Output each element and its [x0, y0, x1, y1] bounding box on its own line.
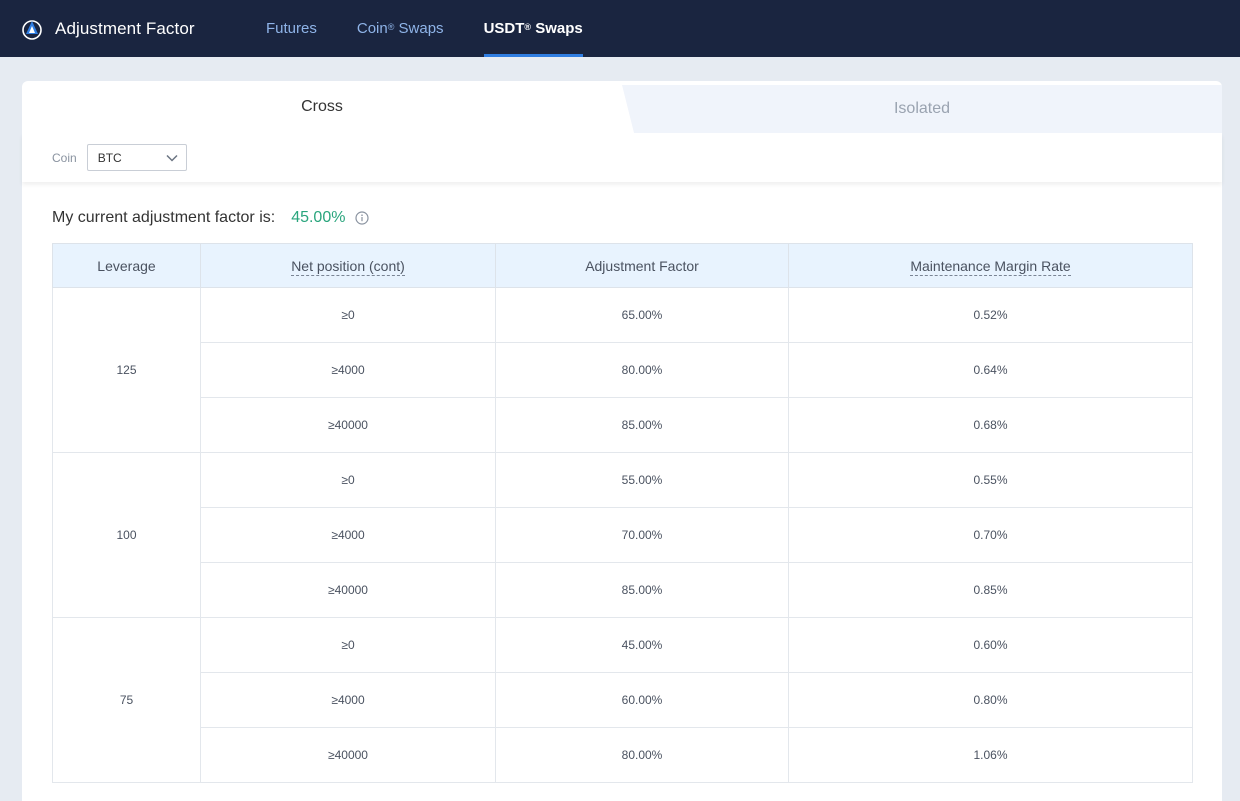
- tab-isolated-label: Isolated: [893, 100, 951, 117]
- header-net-position-label: Net position (cont): [291, 257, 405, 276]
- header-net-position[interactable]: Net position (cont): [200, 243, 496, 288]
- adjustment-factor-cell: 85.00%: [495, 562, 789, 618]
- net-position-cell: ≥0: [200, 452, 496, 508]
- nav-futures[interactable]: Futures: [266, 0, 317, 57]
- mmr-cell: 0.55%: [788, 452, 1193, 508]
- mmr-cell: 0.60%: [788, 617, 1193, 673]
- chevron-down-icon: [166, 154, 178, 162]
- current-factor: My current adjustment factor is: 45.00%: [52, 209, 370, 227]
- adjustment-factor-cell: 70.00%: [495, 507, 789, 563]
- table-row: 100 ≥0 55.00% 0.55%: [52, 452, 1193, 618]
- registered-mark: ®: [387, 21, 395, 32]
- nav-coin-swaps-suffix: Swaps: [394, 20, 444, 37]
- net-position-cell: ≥0: [200, 287, 496, 343]
- header-mmr-label: Maintenance Margin Rate: [910, 257, 1071, 276]
- adjustment-factor-cell: 80.00%: [495, 727, 789, 783]
- nav-coin-swaps[interactable]: Coin ® Swaps: [357, 0, 444, 57]
- header-maintenance-margin-rate[interactable]: Maintenance Margin Rate: [788, 243, 1193, 288]
- net-position-cell: ≥4000: [200, 672, 496, 728]
- tab-cross-label: Cross: [301, 98, 343, 115]
- page-title: Adjustment Factor: [55, 18, 195, 38]
- logo-icon: [22, 19, 42, 40]
- top-bar: Adjustment Factor Futures Coin ® Swaps US…: [0, 0, 1240, 57]
- tab-cross[interactable]: Cross: [22, 81, 622, 133]
- nav-usdt-swaps-label: USDT: [483, 20, 525, 37]
- table-row: ≥40000 85.00% 0.85%: [53, 562, 1193, 618]
- adjustment-table: Leverage Net position (cont) Adjustment …: [52, 243, 1193, 783]
- header-adjustment-factor: Adjustment Factor: [495, 243, 789, 288]
- current-factor-value: 45.00%: [291, 209, 346, 226]
- nav-coin-swaps-label: Coin: [356, 20, 388, 37]
- leverage-cell: 100: [52, 452, 201, 618]
- leverage-cell: 125: [52, 287, 201, 453]
- coin-label: Coin: [52, 150, 77, 165]
- adjustment-factor-cell: 55.00%: [495, 452, 789, 508]
- info-icon[interactable]: [355, 211, 370, 225]
- net-position-cell: ≥0: [200, 617, 496, 673]
- table-row: ≥4000 70.00% 0.70%: [53, 507, 1193, 563]
- nav-usdt-swaps[interactable]: USDT ® Swaps: [483, 0, 583, 57]
- mmr-cell: 0.70%: [788, 507, 1193, 563]
- table-row: 75 ≥0 45.00% 0.60%: [52, 617, 1193, 783]
- header-leverage-label: Leverage: [97, 257, 156, 274]
- mmr-cell: 0.52%: [788, 287, 1193, 343]
- mmr-cell: 0.68%: [788, 397, 1193, 453]
- mmr-cell: 0.85%: [788, 562, 1193, 618]
- leverage-cell: 75: [52, 617, 201, 783]
- table-row: 125 ≥0 65.00% 0.52%: [52, 287, 1193, 453]
- net-position-cell: ≥40000: [200, 727, 496, 783]
- table-row: ≥4000 80.00% 0.64%: [53, 342, 1193, 398]
- nav-usdt-swaps-suffix: Swaps: [531, 20, 583, 37]
- adjustment-factor-cell: 85.00%: [495, 397, 789, 453]
- net-position-cell: ≥4000: [200, 342, 496, 398]
- margin-mode-tabs: Isolated Cross: [22, 81, 1222, 133]
- adjustment-factor-cell: 60.00%: [495, 672, 789, 728]
- coin-select-value: BTC: [97, 150, 122, 165]
- tab-isolated[interactable]: Isolated: [622, 85, 1222, 133]
- header-adjustment-factor-label: Adjustment Factor: [585, 257, 699, 274]
- table-row: ≥40000 85.00% 0.68%: [53, 397, 1193, 453]
- coin-filter: Coin BTC: [22, 133, 1222, 182]
- table-row: ≥4000 60.00% 0.80%: [53, 672, 1193, 728]
- net-position-cell: ≥40000: [200, 562, 496, 618]
- adjustment-factor-cell: 65.00%: [495, 287, 789, 343]
- adjustment-factor-cell: 80.00%: [495, 342, 789, 398]
- net-position-cell: ≥4000: [200, 507, 496, 563]
- product-nav: Futures Coin ® Swaps USDT ® Swaps: [266, 0, 623, 57]
- mmr-cell: 0.80%: [788, 672, 1193, 728]
- nav-futures-label: Futures: [266, 20, 317, 37]
- mmr-cell: 1.06%: [788, 727, 1193, 783]
- net-position-cell: ≥40000: [200, 397, 496, 453]
- current-factor-label: My current adjustment factor is:: [52, 209, 276, 226]
- coin-select[interactable]: BTC: [86, 144, 187, 171]
- table-header-row: Leverage Net position (cont) Adjustment …: [52, 243, 1193, 288]
- content-card: Isolated Cross Coin BTC My current adjus…: [22, 81, 1222, 801]
- brand[interactable]: Adjustment Factor: [20, 17, 195, 41]
- header-leverage: Leverage: [52, 243, 201, 288]
- adjustment-factor-cell: 45.00%: [495, 617, 789, 673]
- table-body: 125 ≥0 65.00% 0.52% ≥4000 80.00% 0.64% ≥…: [52, 287, 1193, 783]
- mmr-cell: 0.64%: [788, 342, 1193, 398]
- table-row: ≥40000 80.00% 1.06%: [53, 727, 1193, 783]
- registered-mark: ®: [524, 21, 532, 32]
